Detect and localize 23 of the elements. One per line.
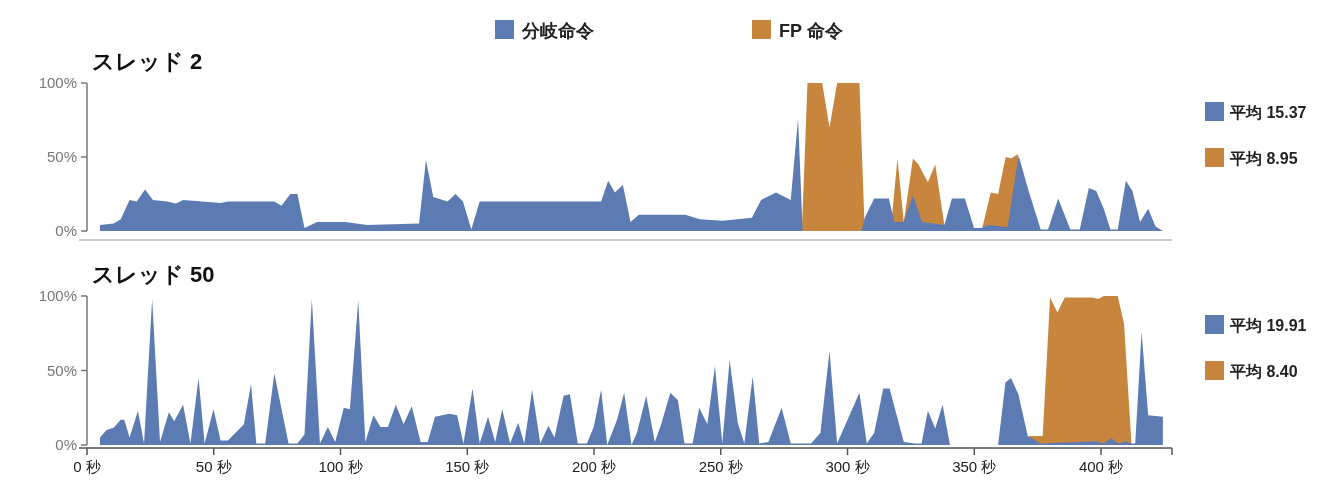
x-tick-label: 200 秒 [571,458,617,475]
legend-label: 平均 19.91 [1229,317,1307,334]
y-tick-label: 50% [46,148,77,165]
chart-title: スレッド 50 [92,262,215,287]
chart-title: スレッド 2 [92,49,203,74]
x-tick-label: 50 秒 [195,458,232,475]
x-tick-label: 350 秒 [952,458,997,475]
y-tick-label: 100% [38,74,77,91]
x-tick-label: 100 秒 [318,458,363,475]
y-tick-label: 0% [55,222,77,239]
x-tick-label: 300 秒 [825,458,870,475]
x-tick-label: 0 秒 [73,458,101,475]
y-tick-label: 50% [46,361,77,379]
legend-label: 平均 15.37 [1229,104,1307,121]
y-tick-label: 100% [38,287,77,304]
text: FP 命令 [779,21,844,41]
text: 分岐命令 [521,21,595,41]
x-tick-label: 400 秒 [1078,458,1124,475]
x-tick-label: 250 秒 [698,458,743,475]
y-tick-label: 0% [55,436,77,453]
legend-label: 平均 8.40 [1229,363,1298,380]
x-tick-label: 150 秒 [445,458,490,475]
legend-label: 平均 8.95 [1229,150,1298,167]
